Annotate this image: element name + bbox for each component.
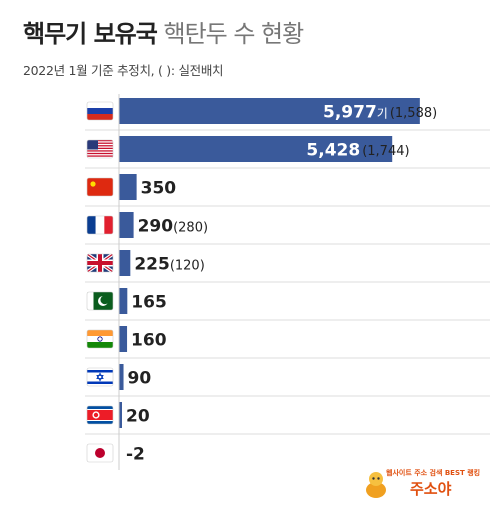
value-label: 165	[131, 293, 167, 313]
mascot-icon	[366, 472, 386, 498]
chart-title: 핵무기 보유국 핵탄두 수 현황	[23, 14, 304, 49]
deployed-label: (1,744)	[362, 144, 409, 159]
value-label: 5,428	[306, 141, 360, 161]
value-label: 5,977기	[323, 103, 388, 123]
value-label: 160	[131, 331, 167, 351]
chart-subtitle: 2022년 1월 기준 추정치, ( ): 실전배치	[23, 63, 224, 78]
deployed-label: (1,588)	[390, 106, 437, 121]
value-label: 225(120)	[134, 255, 204, 275]
title-light: 핵탄두 수 현황	[163, 20, 304, 48]
flag-russia-icon	[86, 101, 114, 121]
value-label: 350	[141, 179, 177, 199]
bar-united-states	[119, 136, 393, 162]
value-label: 20	[126, 407, 150, 427]
bar-chart: 5,977기 (1,588) 5,428 (1,744) 350 290(280) 225(…	[85, 94, 490, 470]
bar-pakistan	[119, 288, 128, 314]
watermark: 웹사이트 주소 검색 BEST 랭킹 주소야	[364, 467, 492, 499]
bar-united-kingdom	[119, 250, 131, 276]
title-bold: 핵무기 보유국	[23, 20, 158, 48]
flag-north-korea-icon	[86, 405, 114, 425]
flag-uk-icon	[86, 253, 114, 273]
flag-usa-icon	[86, 139, 114, 159]
flag-israel-icon	[86, 367, 114, 387]
bar-israel	[119, 364, 124, 390]
bar-russia	[119, 98, 420, 124]
flag-japan-icon	[86, 443, 114, 463]
bar-france	[119, 212, 134, 238]
flag-france-icon	[86, 215, 114, 235]
bar-india	[119, 326, 128, 352]
flag-india-icon	[86, 329, 114, 349]
value-label: 290(280)	[138, 217, 208, 237]
value-label: -2	[126, 445, 145, 465]
value-label: 90	[128, 369, 152, 389]
bar-china	[119, 174, 137, 200]
watermark-tagline: 웹사이트 주소 검색 BEST 랭킹	[386, 469, 481, 477]
watermark-brand: 주소야	[410, 480, 452, 498]
flag-china-icon	[86, 177, 114, 197]
bar-north-korea	[119, 402, 122, 428]
flag-pakistan-icon	[86, 291, 114, 311]
